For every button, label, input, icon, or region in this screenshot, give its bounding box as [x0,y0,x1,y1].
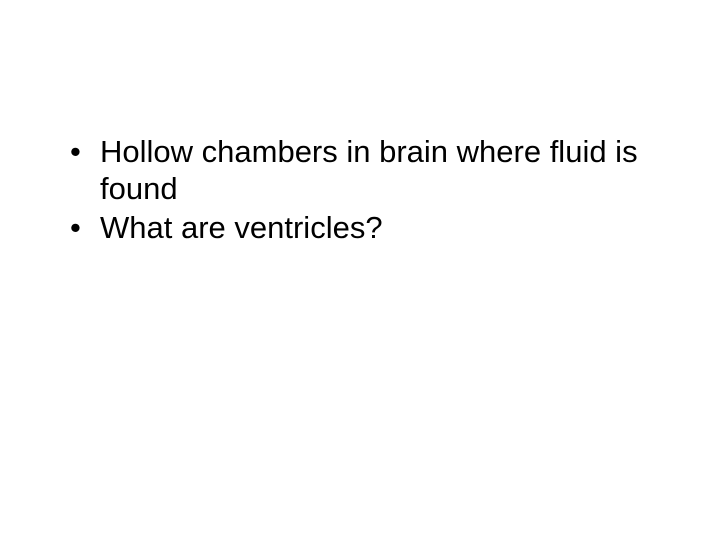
bullet-text: Hollow chambers in brain where fluid is … [100,134,638,206]
bullet-item: Hollow chambers in brain where fluid is … [60,133,660,207]
slide-content: Hollow chambers in brain where fluid is … [0,0,720,247]
bullet-list: Hollow chambers in brain where fluid is … [60,133,660,247]
bullet-text: What are ventricles? [100,210,383,245]
bullet-item: What are ventricles? [60,209,660,246]
